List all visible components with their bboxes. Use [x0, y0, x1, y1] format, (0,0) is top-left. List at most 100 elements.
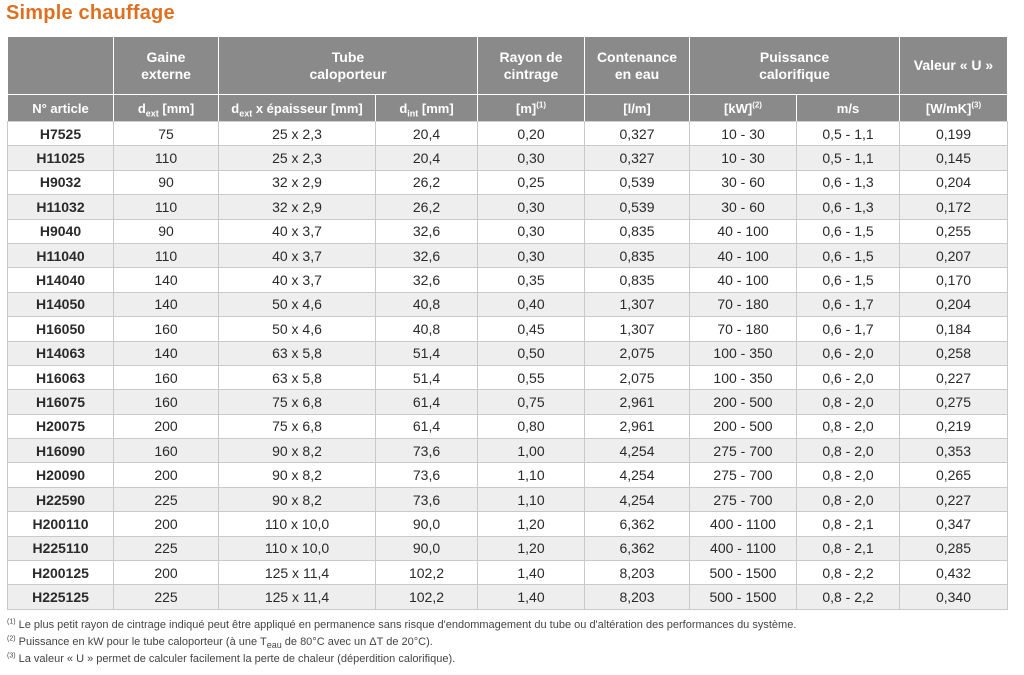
- cell-rayon: 1,40: [477, 584, 585, 610]
- cell-valeur-u: 0,347: [899, 511, 1008, 537]
- cell-dint: 20,4: [375, 120, 478, 147]
- cell-rayon: 1,10: [477, 486, 585, 513]
- cell-tube-dims: 75 x 6,8: [218, 413, 376, 440]
- cell-article: H11032: [7, 194, 114, 220]
- cell-puissance: 40 - 100: [689, 218, 797, 244]
- cell-rayon: 0,20: [477, 120, 585, 147]
- cell-contenance: 2,075: [584, 364, 690, 391]
- cell-valeur-u: 0,145: [899, 145, 1008, 171]
- cell-dext: 140: [113, 340, 219, 366]
- cell-tube-dims: 25 x 2,3: [218, 145, 376, 171]
- cell-vitesse: 0,6 - 1,5: [796, 242, 900, 269]
- header-article: N° article: [7, 94, 114, 122]
- cell-dint: 73,6: [375, 462, 478, 488]
- table-row: H20090 200 90 x 8,2 73,6 1,10 4,254 275 - 700 0…: [7, 462, 1008, 488]
- header-contenance: Contenance en eau: [584, 37, 690, 95]
- cell-contenance: 1,307: [584, 316, 690, 342]
- cell-vitesse: 0,6 - 1,5: [796, 218, 900, 244]
- cell-dint: 32,6: [375, 218, 478, 244]
- cell-vitesse: 0,8 - 2,1: [796, 535, 900, 562]
- cell-vitesse: 0,8 - 2,0: [796, 413, 900, 440]
- cell-valeur-u: 0,204: [899, 291, 1008, 318]
- cell-rayon: 0,45: [477, 316, 585, 342]
- cell-dext: 225: [113, 535, 219, 562]
- cell-valeur-u: 0,258: [899, 340, 1008, 366]
- cell-vitesse: 0,8 - 2,2: [796, 560, 900, 586]
- cell-dint: 90,0: [375, 535, 478, 562]
- header-dint: dint [mm]: [375, 94, 478, 122]
- cell-article: H9032: [7, 169, 114, 196]
- cell-contenance: 0,539: [584, 169, 690, 196]
- table-body: H7525 75 25 x 2,3 20,4 0,20 0,327 10 - 30 0,5 -…: [7, 120, 1008, 610]
- cell-dint: 40,8: [375, 316, 478, 342]
- cell-rayon: 1,20: [477, 535, 585, 562]
- cell-puissance: 200 - 500: [689, 389, 797, 415]
- table-row: H11025 110 25 x 2,3 20,4 0,30 0,327 10 - 30 0,5…: [7, 145, 1008, 171]
- cell-puissance: 10 - 30: [689, 145, 797, 171]
- cell-contenance: 2,075: [584, 340, 690, 366]
- cell-dext: 200: [113, 511, 219, 537]
- cell-dext: 200: [113, 560, 219, 586]
- cell-dext: 225: [113, 584, 219, 610]
- cell-valeur-u: 0,432: [899, 560, 1008, 586]
- cell-puissance: 40 - 100: [689, 267, 797, 293]
- table-row: H22590 225 90 x 8,2 73,6 1,10 4,254 275 - 700 0…: [7, 486, 1008, 513]
- cell-vitesse: 0,5 - 1,1: [796, 145, 900, 171]
- cell-dext: 160: [113, 364, 219, 391]
- cell-dext: 140: [113, 291, 219, 318]
- cell-tube-dims: 110 x 10,0: [218, 511, 376, 537]
- footnote-3: (3) La valeur « U » permet de calculer f…: [7, 652, 456, 665]
- product-table: Gaine externe Tube caloporteur Rayon de …: [7, 37, 1008, 610]
- cell-article: H16050: [7, 316, 114, 342]
- table-row: H11032 110 32 x 2,9 26,2 0,30 0,539 30 - 60 0,6…: [7, 194, 1008, 220]
- cell-article: H16063: [7, 364, 114, 391]
- cell-rayon: 1,10: [477, 462, 585, 488]
- cell-contenance: 0,835: [584, 267, 690, 293]
- header-rayon-unit: [m](1): [477, 94, 585, 122]
- cell-dint: 20,4: [375, 145, 478, 171]
- table-row: H200125 200 125 x 11,4 102,2 1,40 8,203 500 - …: [7, 560, 1008, 586]
- cell-tube-dims: 40 x 3,7: [218, 218, 376, 244]
- table-row: H9040 90 40 x 3,7 32,6 0,30 0,835 40 - 100 0,6 …: [7, 218, 1008, 244]
- cell-puissance: 70 - 180: [689, 291, 797, 318]
- cell-contenance: 4,254: [584, 462, 690, 488]
- cell-dext: 110: [113, 194, 219, 220]
- cell-puissance: 200 - 500: [689, 413, 797, 440]
- cell-tube-dims: 110 x 10,0: [218, 535, 376, 562]
- table-row: H16090 160 90 x 8,2 73,6 1,00 4,254 275 - 700 0…: [7, 438, 1008, 464]
- cell-valeur-u: 0,340: [899, 584, 1008, 610]
- cell-puissance: 400 - 1100: [689, 511, 797, 537]
- cell-article: H200110: [7, 511, 114, 537]
- cell-tube-dims: 75 x 6,8: [218, 389, 376, 415]
- cell-puissance: 275 - 700: [689, 462, 797, 488]
- cell-tube-dims: 90 x 8,2: [218, 438, 376, 464]
- table-row: H225125 225 125 x 11,4 102,2 1,40 8,203 500 - …: [7, 584, 1008, 610]
- cell-dext: 200: [113, 413, 219, 440]
- header-row-top: Gaine externe Tube caloporteur Rayon de …: [7, 37, 1008, 95]
- cell-contenance: 2,961: [584, 413, 690, 440]
- header-valeur: Valeur « U »: [899, 37, 1008, 95]
- cell-article: H20090: [7, 462, 114, 488]
- table-row: H9032 90 32 x 2,9 26,2 0,25 0,539 30 - 60 0,6 -…: [7, 169, 1008, 196]
- cell-dext: 225: [113, 486, 219, 513]
- cell-vitesse: 0,8 - 2,2: [796, 584, 900, 610]
- cell-article: H11040: [7, 242, 114, 269]
- cell-dint: 73,6: [375, 486, 478, 513]
- cell-article: H22590: [7, 486, 114, 513]
- cell-dext: 90: [113, 169, 219, 196]
- cell-vitesse: 0,8 - 2,0: [796, 486, 900, 513]
- cell-vitesse: 0,8 - 2,0: [796, 462, 900, 488]
- cell-valeur-u: 0,184: [899, 316, 1008, 342]
- cell-rayon: 0,75: [477, 389, 585, 415]
- table-row: H16075 160 75 x 6,8 61,4 0,75 2,961 200 - 500 0…: [7, 389, 1008, 415]
- cell-dint: 102,2: [375, 584, 478, 610]
- cell-tube-dims: 32 x 2,9: [218, 194, 376, 220]
- cell-contenance: 1,307: [584, 291, 690, 318]
- cell-valeur-u: 0,227: [899, 364, 1008, 391]
- header-ms-unit: m/s: [796, 94, 900, 122]
- cell-vitesse: 0,6 - 1,3: [796, 194, 900, 220]
- cell-article: H9040: [7, 218, 114, 244]
- cell-article: H7525: [7, 120, 114, 147]
- cell-contenance: 6,362: [584, 511, 690, 537]
- cell-valeur-u: 0,265: [899, 462, 1008, 488]
